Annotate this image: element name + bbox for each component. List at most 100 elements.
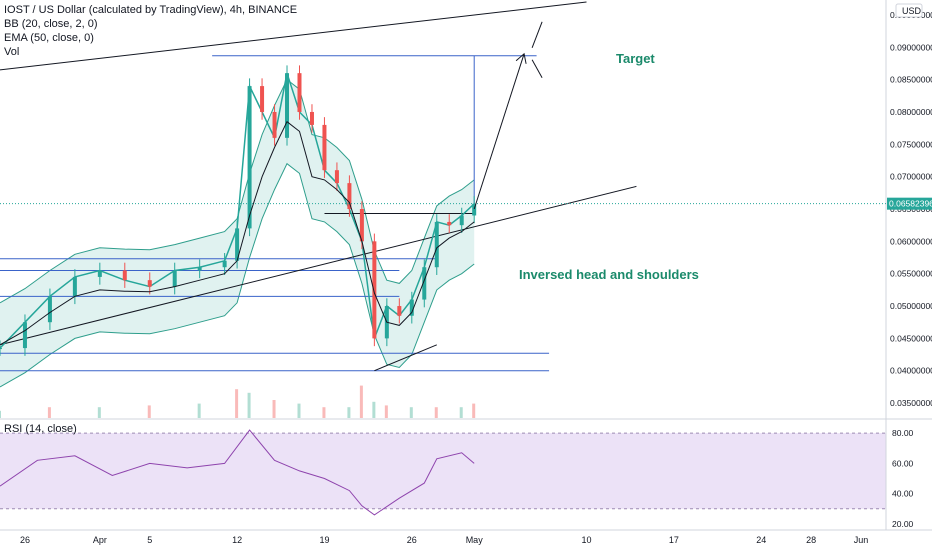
y-tick-label: 0.08500000 bbox=[890, 75, 932, 85]
y-tick-label: 0.03500000 bbox=[890, 398, 932, 408]
y-tick-label: 0.07000000 bbox=[890, 172, 932, 182]
candle-body bbox=[322, 124, 327, 171]
series-layer bbox=[0, 65, 886, 516]
volume-bar bbox=[297, 403, 301, 418]
candle-body bbox=[334, 170, 339, 184]
volume-bar bbox=[235, 389, 239, 418]
grid-layer bbox=[0, 0, 932, 531]
rsi-band bbox=[0, 433, 886, 509]
candle-body bbox=[247, 86, 252, 229]
volume-bar bbox=[347, 407, 351, 418]
currency-box bbox=[895, 3, 923, 18]
candle-body bbox=[22, 322, 27, 349]
rsi-label: RSI (14, close) bbox=[4, 423, 77, 435]
target-arrow-head bbox=[515, 52, 527, 64]
volume-bar bbox=[472, 403, 476, 418]
target-label: Target bbox=[616, 51, 655, 66]
candle-body bbox=[285, 73, 290, 138]
channel-upper-line bbox=[0, 1, 587, 71]
bb-lower-line bbox=[0, 162, 475, 388]
annotation-layer: Target Inversed head and shoulders bbox=[473, 21, 699, 282]
candle-body bbox=[347, 183, 352, 209]
candle-body bbox=[422, 267, 427, 300]
volume-bar bbox=[247, 392, 251, 418]
indicator-vol-label: Vol bbox=[4, 46, 20, 58]
x-tick-label: 5 bbox=[147, 535, 152, 545]
bb-upper-line bbox=[0, 78, 475, 304]
x-tick-label: 17 bbox=[669, 535, 679, 545]
volume-bar bbox=[384, 405, 388, 418]
x-tick-label: 19 bbox=[319, 535, 329, 545]
y-tick-label: 0.05000000 bbox=[890, 301, 932, 311]
candle-body bbox=[472, 203, 477, 216]
candle-body bbox=[97, 270, 102, 277]
candle-body bbox=[72, 276, 77, 297]
rsi-tick-label: 80.00 bbox=[892, 428, 914, 438]
indicator-ema-label: EMA (50, close, 0) bbox=[4, 32, 94, 44]
candle-body bbox=[172, 270, 177, 287]
volume-bar bbox=[409, 407, 413, 418]
candle-body bbox=[122, 270, 127, 281]
candle-body bbox=[447, 221, 452, 226]
channel-lower-line bbox=[0, 185, 637, 346]
volume-bar bbox=[434, 407, 438, 418]
volume-bar bbox=[47, 407, 51, 418]
downside-arrow bbox=[531, 59, 543, 79]
head-trend-line bbox=[374, 344, 437, 372]
x-tick-label: 26 bbox=[20, 535, 30, 545]
volume-bar bbox=[459, 407, 463, 418]
target-arrow bbox=[473, 53, 525, 210]
rsi-tick-label: 20.00 bbox=[892, 519, 914, 529]
y-tick-label: 0.04500000 bbox=[890, 333, 932, 343]
x-tick-label: 24 bbox=[756, 535, 766, 545]
volume-bar bbox=[322, 407, 326, 418]
axis-layer: 0.095000000.090000000.085000000.08000000… bbox=[20, 3, 932, 545]
candle-body bbox=[409, 299, 414, 316]
y-tick-label: 0.06000000 bbox=[890, 236, 932, 246]
x-tick-label: 12 bbox=[232, 535, 242, 545]
y-tick-label: 0.04000000 bbox=[890, 366, 932, 376]
x-tick-label: May bbox=[466, 535, 484, 545]
volume-bar bbox=[0, 410, 1, 418]
ema-line bbox=[0, 120, 475, 346]
x-tick-label: Jun bbox=[854, 535, 869, 545]
candle-body bbox=[397, 306, 402, 316]
chart-title: IOST / US Dollar (calculated by TradingV… bbox=[4, 4, 298, 16]
current-price-label: 0.06582396 bbox=[889, 199, 932, 209]
rsi-band-layer bbox=[0, 432, 886, 510]
drawing-layer bbox=[0, 1, 637, 372]
volume-bar bbox=[272, 400, 276, 418]
y-tick-label: 0.05500000 bbox=[890, 269, 932, 279]
volume-bar bbox=[359, 385, 363, 418]
current-price-tag bbox=[887, 197, 932, 210]
y-tick-label: 0.09000000 bbox=[890, 42, 932, 52]
x-tick-label: 28 bbox=[806, 535, 816, 545]
volume-bar bbox=[147, 405, 151, 418]
candle-body bbox=[359, 209, 364, 242]
currency-label: USD bbox=[902, 6, 922, 16]
candle-body bbox=[0, 348, 2, 350]
rsi-tick-label: 40.00 bbox=[892, 489, 914, 499]
y-tick-label: 0.08000000 bbox=[890, 107, 932, 117]
candle-body bbox=[235, 228, 240, 261]
candle-body bbox=[222, 260, 227, 268]
x-tick-label: Apr bbox=[93, 535, 107, 545]
candle-body bbox=[260, 86, 265, 112]
candle-body bbox=[434, 221, 439, 268]
indicator-bb-label: BB (20, close, 2, 0) bbox=[4, 18, 98, 30]
volume-bar bbox=[97, 407, 101, 418]
candle-body bbox=[147, 280, 152, 287]
candle-body bbox=[47, 296, 52, 323]
price-line bbox=[0, 72, 475, 349]
volume-layer bbox=[0, 385, 476, 418]
x-tick-label: 26 bbox=[407, 535, 417, 545]
x-tick-label: 10 bbox=[581, 535, 591, 545]
y-tick-label: 0.07500000 bbox=[890, 139, 932, 149]
candle-body bbox=[309, 111, 314, 125]
candle-body bbox=[297, 73, 302, 112]
pattern-label: Inversed head and shoulders bbox=[519, 267, 699, 282]
candle-body bbox=[459, 215, 464, 226]
candle-body bbox=[197, 267, 202, 271]
rsi-tick-label: 60.00 bbox=[892, 458, 914, 468]
